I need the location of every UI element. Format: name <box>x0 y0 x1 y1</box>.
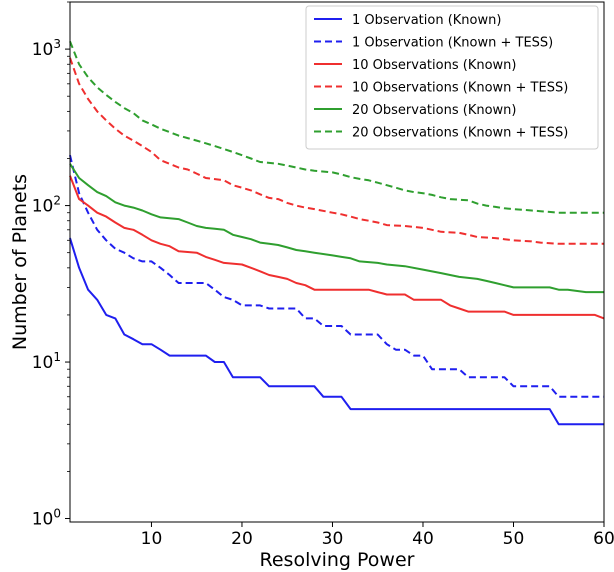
y-tick-label: 100 <box>32 507 61 530</box>
x-tick-label: 50 <box>503 529 525 549</box>
legend-label-3: 10 Observations (Known) <box>352 58 516 73</box>
series-layer <box>69 41 605 426</box>
series-line-5 <box>69 163 604 294</box>
x-axis-ticks: 10 20 30 40 50 60 <box>141 522 614 549</box>
series-line-3 <box>69 175 605 320</box>
legend-label-4: 10 Observations (Known + TESS) <box>352 81 568 96</box>
y-tick-label: 101 <box>32 350 61 373</box>
series-line-6 <box>69 41 604 214</box>
legend-label-5: 20 Observations (Known) <box>352 103 516 118</box>
legend-label-6: 20 Observations (Known + TESS) <box>352 126 568 141</box>
legend-label-1: 1 Observation (Known) <box>352 13 501 28</box>
series-line-4 <box>69 57 604 245</box>
x-tick-label: 30 <box>322 529 344 549</box>
y-tick-label: 103 <box>32 37 61 60</box>
x-axis-label: Resolving Power <box>260 549 415 571</box>
x-tick-label: 10 <box>141 529 163 549</box>
y-axis-ticks: 100 101 102 103 <box>32 1 70 530</box>
x-tick-label: 20 <box>231 529 253 549</box>
legend-box <box>305 5 599 150</box>
legend-label-2: 1 Observation (Known + TESS) <box>352 36 553 51</box>
plot-area-frame <box>69 1 605 523</box>
x-tick-label: 60 <box>593 529 614 549</box>
series-line-2 <box>69 154 604 398</box>
y-tick-label: 102 <box>32 194 61 217</box>
y-axis-label: Number of Planets <box>9 174 31 350</box>
x-tick-label: 40 <box>412 529 434 549</box>
legend: 1 Observation (Known) 1 Observation (Know… <box>305 5 599 150</box>
series-line-1 <box>69 237 604 426</box>
